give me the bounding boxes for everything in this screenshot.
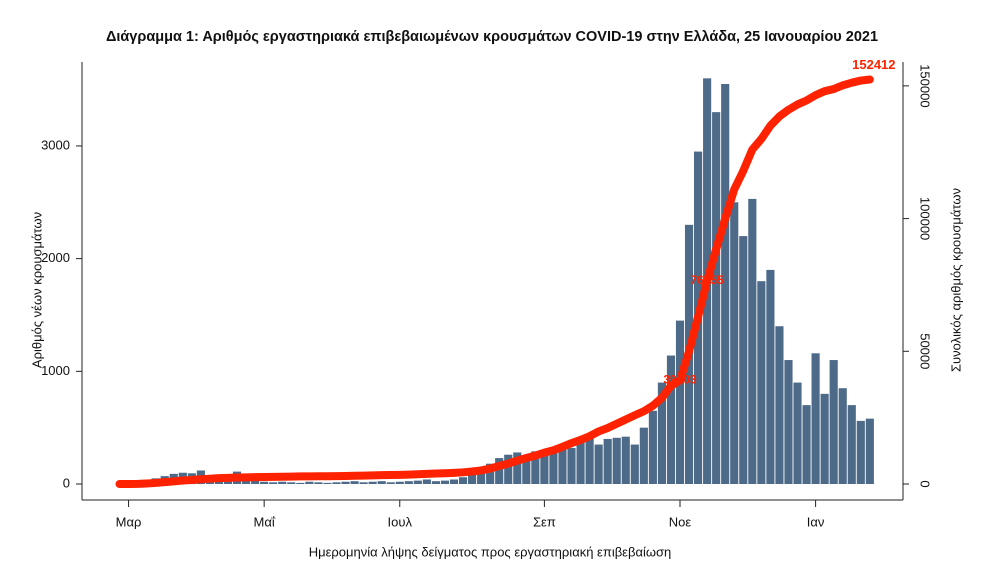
bar [856, 420, 865, 484]
bar [838, 388, 847, 484]
bar [748, 198, 757, 484]
bar [305, 481, 314, 484]
bar [549, 450, 558, 484]
bar [386, 482, 395, 484]
bar [440, 480, 450, 484]
bar [739, 236, 748, 484]
bar [721, 83, 730, 484]
bar [251, 480, 260, 484]
bar [675, 320, 685, 484]
bar [784, 360, 793, 484]
bar [332, 482, 341, 484]
bar [829, 360, 838, 484]
data-label: 76555 [690, 273, 724, 287]
bar [666, 355, 676, 484]
y-tick-label: 2000 [41, 250, 70, 265]
bar [657, 382, 666, 484]
bar [757, 281, 766, 484]
bar [359, 482, 368, 484]
bar [576, 441, 585, 484]
bar [621, 436, 630, 484]
x-tick-label: Μαΐ [254, 514, 276, 529]
bar [404, 481, 413, 484]
bar [513, 452, 522, 484]
y2-tick-label: 150000 [918, 64, 933, 107]
y2-tick-label: 100000 [918, 197, 933, 240]
bar [603, 438, 612, 484]
bar [558, 444, 567, 484]
bar [368, 481, 377, 484]
bar [377, 481, 386, 484]
bar [766, 269, 775, 484]
bar [287, 482, 296, 484]
x-tick-label: Ιαν [807, 514, 825, 529]
y-tick-label: 0 [63, 475, 70, 490]
bar [775, 326, 784, 484]
bar [468, 473, 477, 484]
bar [314, 482, 323, 484]
x-tick-label: Μαρ [116, 514, 142, 529]
y-tick-label: 1000 [41, 363, 70, 378]
chart-title: Διάγραμμα 1: Αριθμός εργαστηριακά επιβεβ… [106, 29, 878, 45]
bar [278, 481, 287, 484]
bar [712, 112, 721, 484]
x-tick-label: Νοε [669, 514, 692, 529]
bar [531, 451, 540, 484]
data-label: 39103 [663, 372, 697, 386]
bar [504, 454, 513, 484]
cumulative-line [115, 75, 874, 488]
bar [260, 481, 269, 484]
x-tick-label: Ιουλ [388, 514, 413, 529]
y-tick-label: 3000 [41, 137, 70, 152]
bar [648, 410, 657, 484]
data-label: 152412 [852, 57, 895, 72]
bar [323, 482, 332, 484]
bar [820, 393, 829, 484]
bar [585, 436, 594, 484]
bar [296, 482, 305, 484]
bar [458, 477, 468, 484]
bar [350, 481, 359, 484]
bar [395, 481, 404, 484]
bar [802, 405, 811, 484]
bar [847, 405, 856, 484]
bar [431, 481, 440, 484]
bar [477, 470, 486, 484]
y2-axis-title: Συνολικός αριθμός κρουσμάτων [948, 188, 963, 372]
bar [269, 482, 278, 484]
x-axis-title: Ημερομηνία λήψης δείγματος προς εργαστηρ… [309, 544, 672, 559]
bar [567, 447, 576, 484]
bar [341, 481, 350, 484]
bar [865, 418, 874, 484]
bar [639, 427, 648, 484]
y-axis-title: Αριθμός νέων κρουσμάτων [29, 212, 44, 368]
bar [630, 444, 639, 484]
bar [540, 454, 549, 484]
bar [486, 463, 495, 484]
bar [522, 455, 531, 484]
bar [495, 458, 504, 484]
bar [413, 480, 422, 484]
bar [612, 437, 621, 484]
x-tick-label: Σεπ [533, 514, 556, 529]
bar [811, 353, 820, 484]
bar [793, 382, 802, 484]
bar [422, 479, 431, 484]
y2-tick-label: 0 [918, 480, 933, 487]
bar [594, 444, 603, 484]
bar [730, 202, 739, 484]
bar [449, 479, 459, 484]
frame [81, 62, 904, 501]
y2-tick-label: 50000 [918, 333, 933, 369]
